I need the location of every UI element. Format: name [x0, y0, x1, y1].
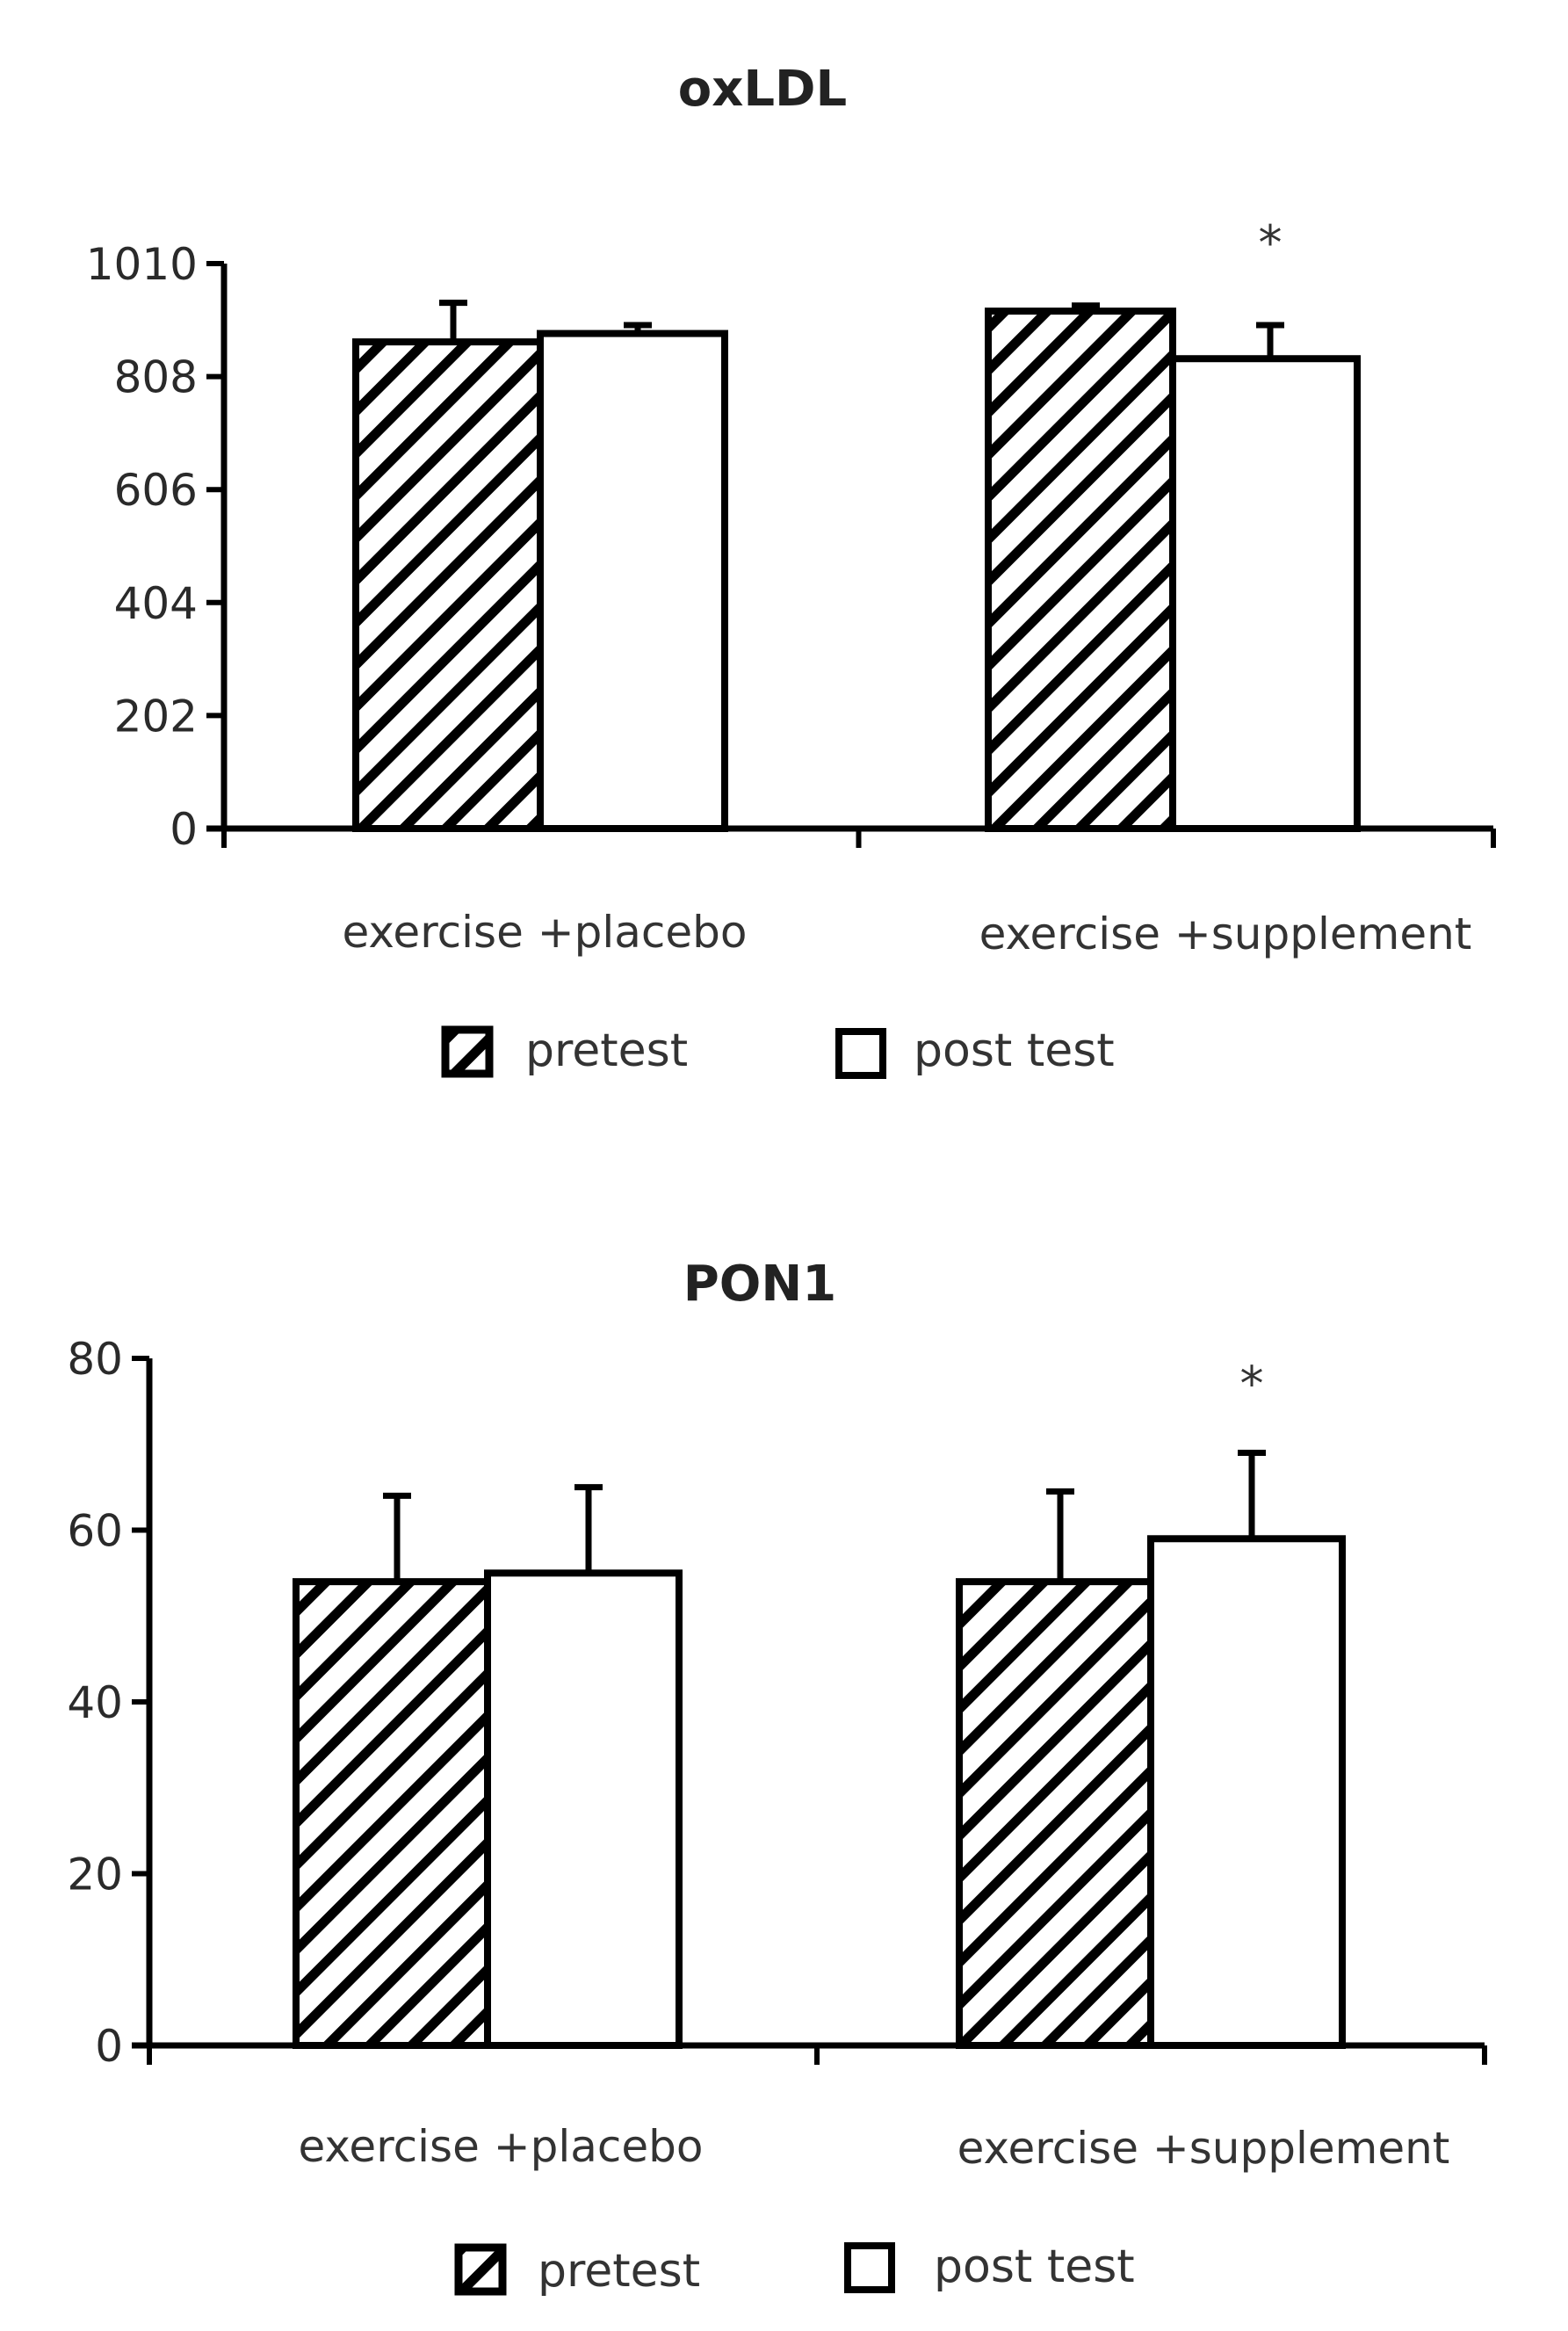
bar-post-test	[1147, 1535, 1346, 2049]
category-label: exercise +placebo	[343, 907, 748, 958]
bar-post-test	[537, 329, 728, 832]
oxldl-chart: oxLDL 0 202 404 606 808 1010 * exercise +place…	[86, 61, 1496, 1079]
significance-marker: *	[1240, 1357, 1264, 1412]
pon1-plot-area: 0 20 40 60 80 *	[67, 1334, 1487, 2072]
y-tick-label: 80	[67, 1334, 123, 1385]
y-tick-label: 808	[114, 352, 198, 403]
y-tick-label: 606	[114, 465, 198, 516]
y-tick-label: 202	[114, 691, 198, 742]
significance-marker: *	[1259, 215, 1283, 271]
pon1-chart: PON1 0 20 40 60 80 * exercise +placebo exerci…	[67, 1256, 1487, 2298]
y-tick-label: 20	[67, 1850, 123, 1900]
chart-title: PON1	[683, 1256, 836, 1313]
category-label: exercise +supplement	[957, 2123, 1450, 2174]
legend-label-post-test: post test	[934, 2241, 1135, 2293]
legend-swatch-pretest	[454, 2243, 507, 2296]
legend-label-pretest: pretest	[538, 2245, 700, 2298]
legend: pretest post test	[441, 1024, 1115, 1079]
y-tick-label: 404	[114, 578, 198, 629]
y-tick-label: 40	[67, 1677, 123, 1728]
category-label: exercise +placebo	[299, 2121, 704, 2172]
legend-label-pretest: pretest	[525, 1024, 688, 1077]
bar-post-test	[1169, 355, 1361, 832]
category-label: exercise +supplement	[979, 909, 1472, 959]
y-tick-label: 60	[67, 1506, 123, 1557]
y-tick-label: 0	[95, 2021, 123, 2072]
bar-pretest	[293, 1578, 491, 2049]
chart-title: oxLDL	[678, 61, 847, 118]
bar-pretest	[956, 1578, 1154, 2049]
oxldl-plot-area: 0 202 404 606 808 1010 *	[86, 215, 1496, 855]
y-tick-label: 0	[170, 804, 198, 855]
legend: pretest post test	[454, 2241, 1135, 2298]
bar-pretest	[985, 308, 1176, 832]
legend-swatch-pretest	[441, 1025, 494, 1078]
legend-swatch-post-test	[844, 2242, 895, 2293]
legend-swatch-post-test	[835, 1028, 886, 1079]
bar-post-test	[484, 1569, 683, 2049]
legend-label-post-test: post test	[914, 1024, 1115, 1077]
y-tick-label: 1010	[86, 239, 198, 290]
bar-pretest	[352, 338, 544, 832]
